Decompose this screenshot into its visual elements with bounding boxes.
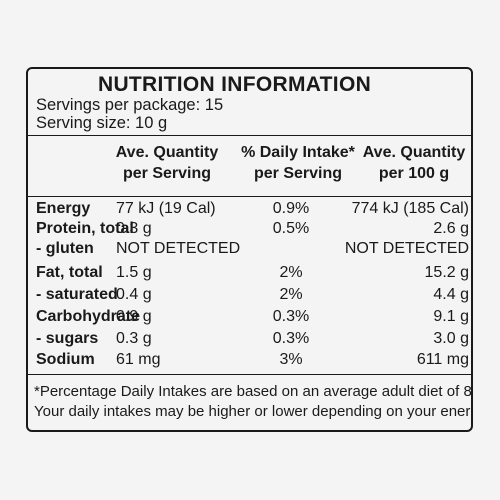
daily-intake-value: 3% (279, 351, 303, 368)
nutrient-row-protein: Protein, total 0.3 g 0.5% 2.6 g (28, 219, 471, 239)
column-header-daily-intake: % Daily Intake* per Serving (228, 142, 368, 184)
panel-title: NUTRITION INFORMATION (98, 73, 372, 96)
per-serving-value: 0.4 g (116, 286, 152, 303)
daily-intake-value: 2% (279, 264, 303, 281)
per-100g-value: 15.2 g (424, 264, 469, 281)
nutrient-label: Energy (36, 200, 91, 217)
column-header-line: per Serving (122, 165, 212, 182)
daily-intake-value: 2% (279, 286, 303, 303)
nutrient-row-saturated: - saturated 0.4 g 2% 4.4 g (28, 285, 471, 305)
divider (28, 196, 471, 197)
nutrient-row-carbohydrate: Carbohydrate 0.9 g 0.3% 9.1 g (28, 307, 471, 327)
divider (28, 135, 471, 136)
nutrient-label: - sugars (36, 330, 99, 347)
per-100g-value: NOT DETECTED (344, 240, 469, 257)
column-header-line: % Daily Intake* (241, 144, 355, 161)
column-header-line: Ave. Quantity (115, 144, 219, 161)
nutrient-row-sodium: Sodium 61 mg 3% 611 mg (28, 350, 471, 370)
nutrient-row-fat: Fat, total 1.5 g 2% 15.2 g (28, 263, 471, 283)
column-header-per-100g: Ave. Quantity per 100 g (354, 142, 471, 184)
per-serving-value: 0.3 g (116, 220, 152, 237)
column-header-per-serving: Ave. Quantity per Serving (102, 142, 232, 184)
per-serving-value: NOT DETECTED (116, 240, 241, 257)
footnote-line: *Percentage Daily Intakes are based on a… (34, 383, 473, 400)
daily-intake-value: 0.5% (272, 220, 310, 237)
per-serving-value: 77 kJ (19 Cal) (116, 200, 216, 217)
nutrient-label: Sodium (36, 351, 95, 368)
per-serving-value: 0.9 g (116, 308, 152, 325)
nutrient-label: Carbohydrate (36, 308, 141, 325)
per-serving-value: 1.5 g (116, 264, 152, 281)
per-100g-value: 774 kJ (185 Cal) (351, 200, 469, 217)
daily-intake-value: 0.9% (272, 200, 310, 217)
per-100g-value: 611 mg (416, 351, 469, 368)
nutrient-label: - gluten (36, 240, 94, 257)
serving-size: Serving size: 10 g (36, 114, 168, 132)
servings-per-package: Servings per package: 15 (36, 96, 224, 114)
footnote: *Percentage Daily Intakes are based on a… (34, 382, 473, 422)
per-100g-value: 2.6 g (433, 220, 469, 237)
nutrition-panel: NUTRITION INFORMATION Servings per packa… (26, 67, 473, 432)
per-100g-value: 3.0 g (433, 330, 469, 347)
per-100g-value: 4.4 g (433, 286, 469, 303)
daily-intake-value: 0.3% (272, 308, 310, 325)
per-serving-value: 61 mg (116, 351, 161, 368)
nutrient-row-energy: Energy 77 kJ (19 Cal) 0.9% 774 kJ (185 C… (28, 199, 471, 219)
divider (28, 374, 471, 375)
nutrient-row-gluten: - gluten NOT DETECTED NOT DETECTED (28, 239, 471, 259)
nutrient-label: Protein, total (36, 220, 134, 237)
daily-intake-value: 0.3% (272, 330, 310, 347)
nutrient-label: Fat, total (36, 264, 103, 281)
column-header-line: per Serving (253, 165, 343, 182)
footnote-line: Your daily intakes may be higher or lowe… (34, 403, 471, 420)
nutrient-row-sugars: - sugars 0.3 g 0.3% 3.0 g (28, 329, 471, 349)
nutrient-label: - saturated (36, 286, 118, 303)
per-serving-value: 0.3 g (116, 330, 152, 347)
per-100g-value: 9.1 g (433, 308, 469, 325)
column-header-line: Ave. Quantity (362, 144, 466, 161)
column-header-line: per 100 g (378, 165, 450, 182)
